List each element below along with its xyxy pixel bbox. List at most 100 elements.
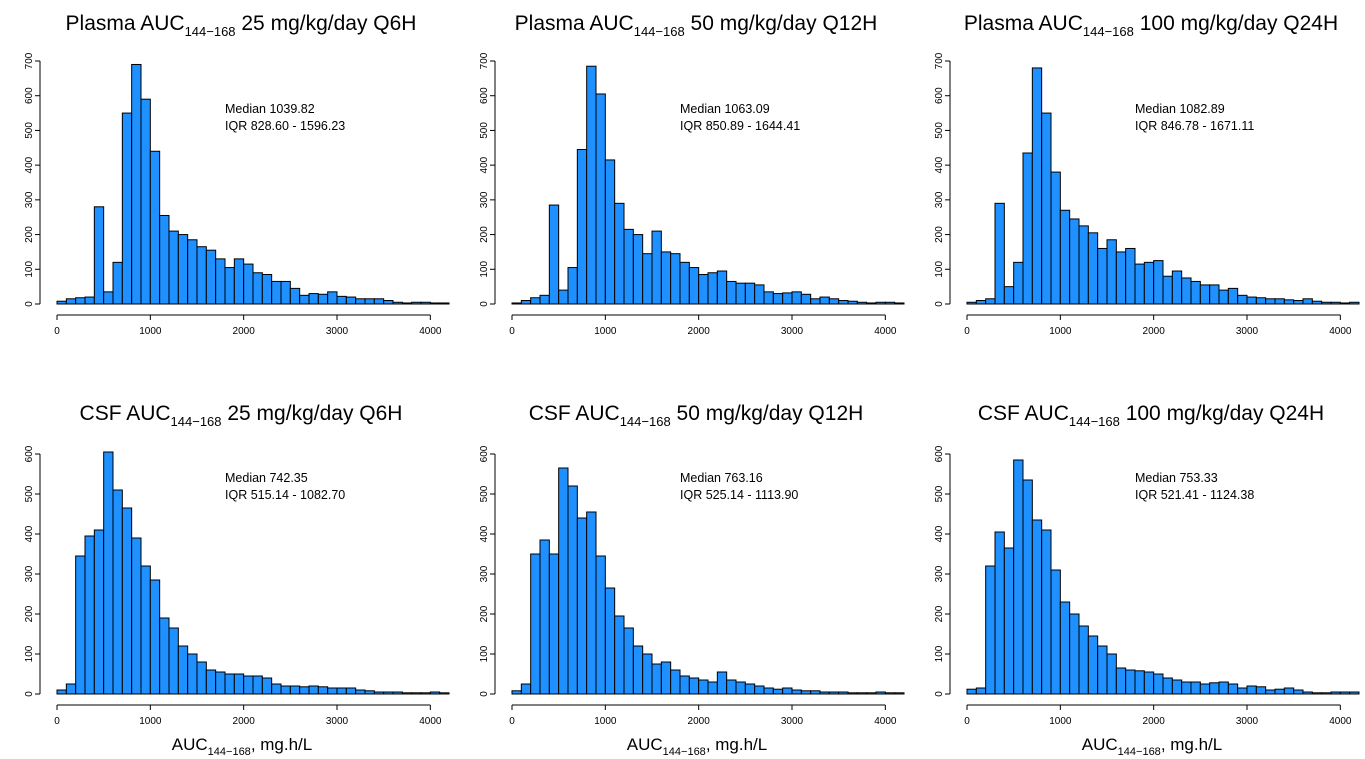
histogram-bar — [838, 300, 849, 305]
histogram-bar — [1059, 209, 1071, 305]
histogram-bar — [894, 302, 905, 305]
y-tick-label: 700 — [934, 52, 945, 69]
x-tick-label: 3000 — [326, 716, 349, 727]
histogram-bar — [429, 302, 441, 305]
histogram-bar — [56, 300, 67, 305]
histogram-bar — [828, 298, 840, 305]
histogram-bar — [1246, 685, 1257, 695]
histogram-bar — [327, 291, 338, 305]
histogram-bar — [754, 284, 765, 305]
histogram-bar — [595, 555, 606, 695]
histogram-bar — [65, 298, 77, 305]
iqr-annotation: IQR 850.89 - 1644.41 — [680, 119, 800, 133]
panel-title: CSF AUC144−168 25 mg/kg/day Q6H — [80, 402, 403, 429]
y-tick-label: 200 — [479, 226, 490, 243]
panel-title: Plasma AUC144−168 100 mg/kg/day Q24H — [964, 12, 1338, 39]
histogram-bar — [1321, 301, 1332, 305]
histogram-bar — [112, 489, 123, 695]
histogram-bar — [243, 263, 254, 305]
y-tick-label: 500 — [479, 122, 490, 139]
histogram-bar — [856, 301, 868, 305]
histogram-bar — [112, 261, 123, 305]
histogram-bar — [1349, 301, 1360, 305]
histogram-bar — [224, 673, 235, 695]
histogram-bar — [299, 686, 310, 695]
histogram-bar — [1134, 263, 1145, 305]
histogram-bar — [75, 555, 86, 695]
histogram-bar — [224, 267, 235, 305]
histogram-bar — [985, 298, 996, 305]
histogram-bar — [1143, 671, 1155, 695]
y-tick-label: 200 — [934, 605, 945, 622]
y-tick-label: 100 — [24, 645, 35, 662]
histogram-bar — [1069, 613, 1080, 695]
histogram-bar — [791, 291, 802, 305]
histogram-bar — [735, 681, 746, 695]
histogram-bar — [1171, 679, 1183, 695]
histogram-bar — [1003, 286, 1015, 305]
y-tick-label: 400 — [934, 156, 945, 173]
median-annotation: Median 763.16 — [680, 471, 763, 485]
iqr-annotation: IQR 521.41 - 1124.38 — [1135, 488, 1254, 502]
histogram-bar — [975, 300, 987, 305]
y-tick-label: 200 — [479, 605, 490, 622]
histogram-bar — [1069, 218, 1080, 305]
histogram-bar — [707, 681, 718, 695]
histogram-bar — [1274, 688, 1285, 695]
histogram-bar — [1115, 667, 1127, 695]
x-tick-label: 1000 — [594, 716, 617, 727]
x-tick-label: 0 — [964, 716, 970, 727]
histogram-bar — [576, 149, 588, 305]
panel-title: CSF AUC144−168 50 mg/kg/day Q12H — [529, 402, 864, 429]
histogram-bar — [623, 228, 634, 305]
median-annotation: Median 742.35 — [225, 471, 308, 485]
histogram-bar — [308, 293, 319, 305]
histogram-bar — [966, 688, 977, 695]
histogram-bar — [576, 517, 588, 695]
histogram-bar — [1227, 683, 1239, 695]
histogram-bar — [103, 451, 114, 695]
histogram-bar — [847, 692, 858, 695]
y-tick-label: 100 — [934, 645, 945, 662]
histogram-bar — [716, 270, 728, 305]
histogram-bar — [810, 298, 821, 305]
histogram-bar — [271, 683, 282, 695]
histogram-bar — [1022, 479, 1033, 695]
histogram-panel-5: CSF AUC144−168 50 mg/kg/day Q12H 0 100 200 3… — [479, 402, 905, 758]
y-tick-label: 500 — [24, 122, 35, 139]
histogram-bar — [252, 675, 263, 695]
x-tick-label: 3000 — [1236, 326, 1259, 337]
histogram-bar — [196, 661, 207, 695]
histogram-bar — [401, 302, 413, 305]
x-tick-label: 4000 — [874, 326, 897, 337]
histogram-bar — [1349, 691, 1360, 695]
histogram-bar — [632, 645, 644, 695]
histogram-bar — [1106, 653, 1117, 695]
histogram-bar — [726, 280, 737, 305]
histogram-bar — [1330, 691, 1341, 695]
histogram-bar — [1293, 689, 1304, 695]
histogram-bar — [1339, 302, 1351, 305]
histogram-bar — [539, 539, 550, 695]
iqr-annotation: IQR 828.60 - 1596.23 — [225, 119, 345, 133]
histogram-bar — [994, 531, 1005, 695]
histogram-bar — [975, 687, 987, 695]
histogram-bar — [1125, 247, 1136, 305]
y-tick-label: 0 — [934, 691, 945, 697]
x-axis-label: AUC144−168, mg.h/L — [172, 735, 312, 758]
histogram-bar — [679, 261, 690, 305]
histogram-bar — [177, 645, 189, 695]
histogram-bar — [1087, 232, 1099, 305]
histogram-bar — [1218, 289, 1229, 305]
y-tick-label: 600 — [934, 445, 945, 462]
histogram-panel-4: CSF AUC144−168 25 mg/kg/day Q6H 0 100 200 30… — [24, 402, 450, 758]
y-tick-label: 600 — [24, 87, 35, 104]
histogram-bar — [847, 300, 858, 305]
histogram-bar — [131, 63, 142, 305]
y-tick-label: 400 — [24, 525, 35, 542]
histogram-bar — [744, 683, 756, 695]
histogram-bar — [373, 298, 385, 305]
x-tick-label: 2000 — [1143, 326, 1166, 337]
histogram-bar — [168, 627, 179, 695]
histogram-bar — [1125, 669, 1136, 695]
